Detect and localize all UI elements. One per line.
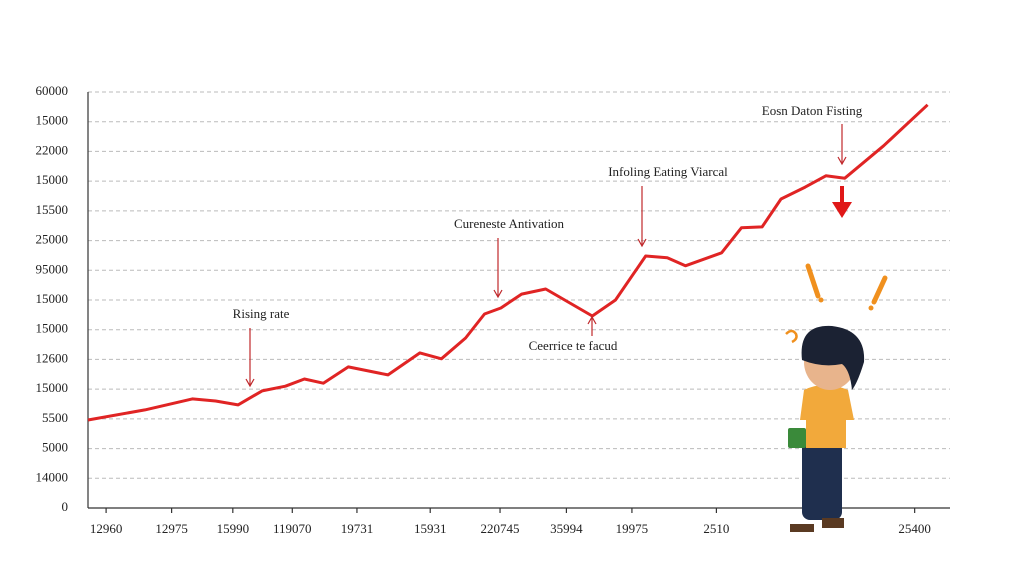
legs (802, 440, 842, 520)
annotations: Rising rate Cureneste Antivation Infolin… (233, 103, 863, 388)
annotation: Ceerrice te facud (529, 338, 618, 353)
y-tick-label: 95000 (36, 261, 69, 276)
y-tick-label: 12600 (36, 350, 69, 365)
y-tick-label: 15000 (36, 172, 69, 187)
y-tick-label: 14000 (36, 469, 69, 484)
money (788, 428, 806, 448)
x-tick-label: 25400 (898, 521, 931, 536)
y-tick-label: 22000 (36, 142, 69, 157)
exclamation-dot (868, 305, 874, 311)
annotation: Rising rate (233, 306, 290, 321)
question-mark (785, 329, 798, 344)
y-tick-label: 15000 (36, 291, 69, 306)
x-tick-label: 2510 (703, 521, 729, 536)
exclamation (871, 275, 888, 305)
data-line (87, 103, 929, 422)
x-tick-label: 19731 (341, 521, 374, 536)
shoes (790, 518, 844, 532)
x-tick-label: 12960 (90, 521, 123, 536)
x-tick-label: 15931 (414, 521, 447, 536)
shirt (800, 385, 854, 448)
annotation: Infoling Eating Viarcal (608, 164, 728, 179)
y-tick-label: 5000 (42, 440, 68, 455)
annotation-arrow (637, 186, 647, 248)
child-illustration (785, 263, 888, 532)
down-arrow-head (832, 202, 852, 218)
y-tick-label: 5500 (42, 410, 68, 425)
y-tick-label: 25000 (36, 232, 69, 247)
annotation-arrow (587, 315, 597, 336)
x-tick-label: 220745 (481, 521, 520, 536)
exclamation (805, 263, 821, 299)
annotation-arrow (493, 238, 503, 299)
annotation: Eosn Daton Fisting (762, 103, 863, 118)
y-tick-label: 15000 (36, 380, 69, 395)
plot: 0 14000 5000 5500 15000 12600 15000 15000 95000 2… (36, 83, 950, 536)
x-tick-label: 19975 (616, 521, 649, 536)
x-tick-label: 119070 (273, 521, 312, 536)
x-tick-label: 35994 (550, 521, 583, 536)
y-tick-label: 15000 (36, 321, 69, 336)
y-tick-label: 0 (62, 499, 69, 514)
y-tick-label: 15000 (36, 113, 69, 128)
y-tick-label: 60000 (36, 83, 69, 98)
x-tick-label: 12975 (155, 521, 188, 536)
annotation: Cureneste Antivation (454, 216, 565, 231)
exclamation-dot (818, 297, 824, 303)
hair (801, 325, 865, 390)
annotation-arrow (837, 124, 847, 166)
x-tick-label: 15990 (217, 521, 250, 536)
annotation-arrow (245, 328, 255, 388)
y-tick-label: 15500 (36, 202, 69, 217)
